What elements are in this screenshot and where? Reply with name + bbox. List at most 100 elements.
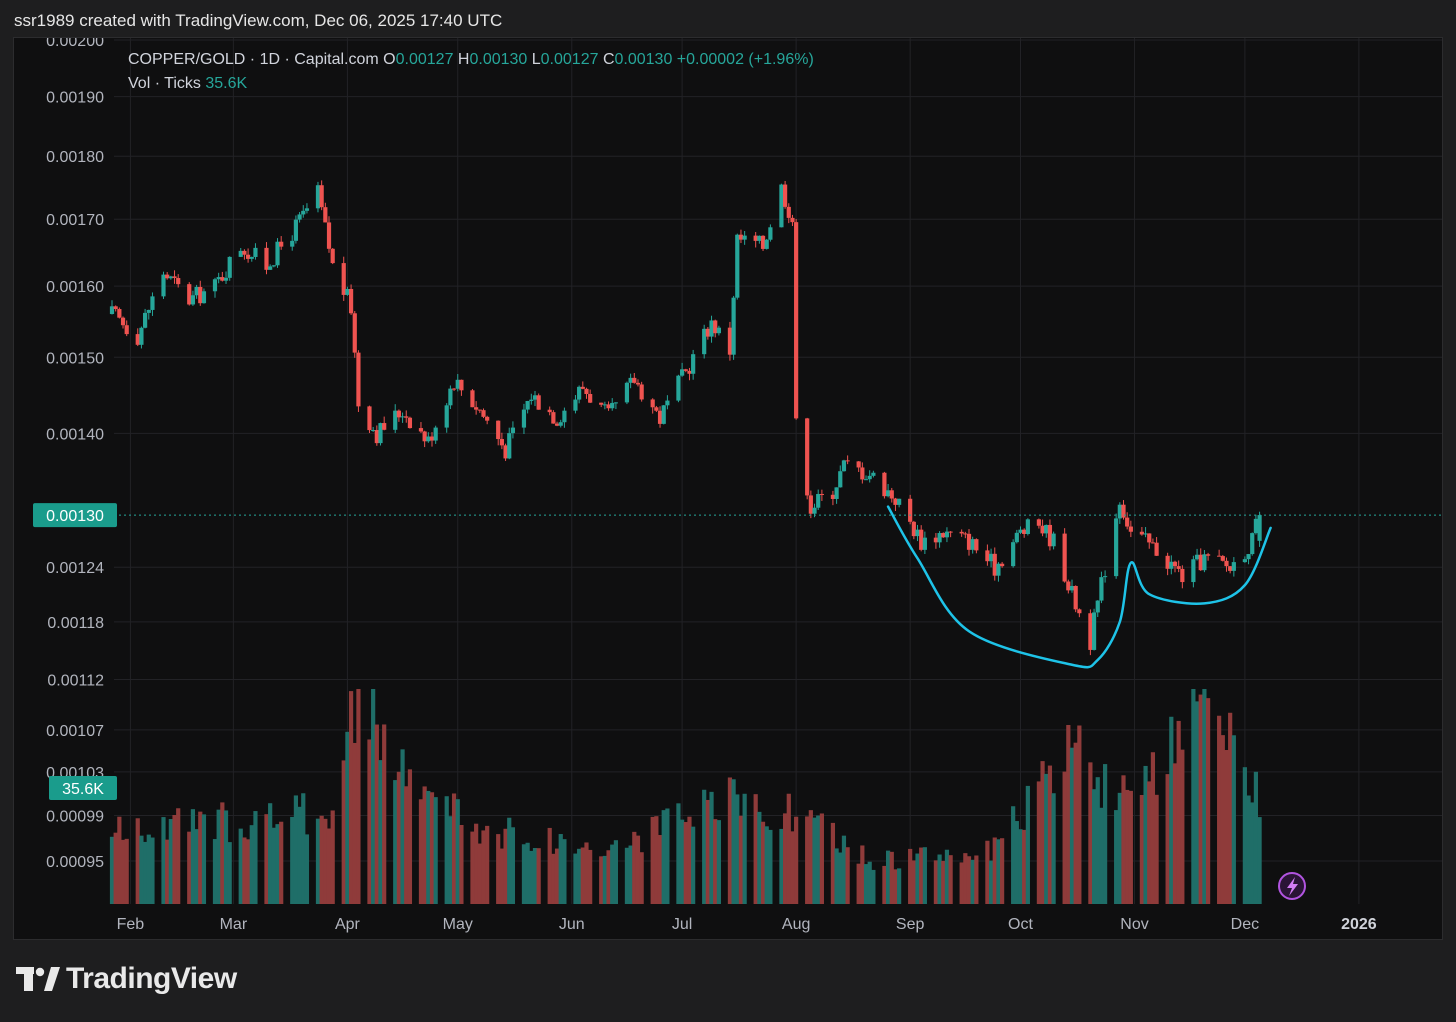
candle-body[interactable] bbox=[687, 370, 692, 374]
candle-body[interactable] bbox=[816, 493, 821, 508]
candle-body[interactable] bbox=[201, 291, 207, 304]
candle-body[interactable] bbox=[1095, 600, 1100, 613]
candle-body[interactable] bbox=[966, 533, 972, 550]
candle-body[interactable] bbox=[996, 563, 1001, 576]
candle-body[interactable] bbox=[584, 388, 589, 394]
candle-body[interactable] bbox=[959, 531, 964, 534]
candle-body[interactable] bbox=[143, 312, 148, 328]
candle-body[interactable] bbox=[1088, 613, 1093, 650]
candle-body[interactable] bbox=[897, 498, 902, 505]
candle-body[interactable] bbox=[168, 276, 173, 279]
candle-body[interactable] bbox=[499, 439, 504, 446]
candle-body[interactable] bbox=[532, 395, 538, 400]
candle-body[interactable] bbox=[1069, 585, 1075, 591]
candle-body[interactable] bbox=[1191, 559, 1196, 583]
candle-body[interactable] bbox=[187, 284, 192, 305]
candle-body[interactable] bbox=[562, 410, 567, 423]
candle-body[interactable] bbox=[477, 409, 482, 411]
candle-body[interactable] bbox=[378, 423, 383, 444]
candle-body[interactable] bbox=[713, 320, 718, 334]
candle-body[interactable] bbox=[422, 431, 427, 442]
candle-body[interactable] bbox=[323, 207, 328, 223]
candle-body[interactable] bbox=[371, 430, 376, 432]
candle-body[interactable] bbox=[1246, 554, 1251, 560]
candle-body[interactable] bbox=[1228, 566, 1233, 571]
candle-body[interactable] bbox=[657, 410, 663, 424]
candle-body[interactable] bbox=[1025, 519, 1030, 535]
candle-body[interactable] bbox=[330, 248, 335, 264]
candle-body[interactable] bbox=[1128, 526, 1133, 532]
candle-body[interactable] bbox=[985, 550, 990, 562]
candle-body[interactable] bbox=[253, 247, 258, 257]
candle-body[interactable] bbox=[448, 388, 453, 406]
candle-body[interactable] bbox=[661, 405, 666, 424]
candle-body[interactable] bbox=[124, 325, 129, 335]
candle-body[interactable] bbox=[753, 235, 758, 241]
candle-body[interactable] bbox=[223, 277, 229, 281]
candle-body[interactable] bbox=[639, 384, 644, 400]
candle-body[interactable] bbox=[742, 235, 747, 240]
candle-body[interactable] bbox=[768, 227, 773, 240]
candle-body[interactable] bbox=[915, 529, 920, 537]
candle-body[interactable] bbox=[808, 495, 813, 514]
candle-body[interactable] bbox=[805, 418, 810, 496]
candle-body[interactable] bbox=[297, 214, 302, 220]
candle-body[interactable] bbox=[838, 471, 843, 488]
candle-body[interactable] bbox=[341, 263, 346, 295]
candle-body[interactable] bbox=[315, 185, 321, 209]
candle-body[interactable] bbox=[396, 410, 401, 418]
candle-body[interactable] bbox=[271, 265, 276, 267]
candle-body[interactable] bbox=[1091, 612, 1097, 650]
candle-body[interactable] bbox=[635, 382, 641, 385]
candle-body[interactable] bbox=[404, 416, 409, 418]
candle-body[interactable] bbox=[602, 404, 607, 406]
candle-body[interactable] bbox=[194, 286, 199, 296]
candle-body[interactable] bbox=[1139, 531, 1144, 535]
candle-body[interactable] bbox=[117, 309, 122, 318]
candle-body[interactable] bbox=[165, 274, 170, 279]
candle-body[interactable] bbox=[860, 467, 865, 480]
candle-body[interactable] bbox=[834, 487, 839, 499]
candle-body[interactable] bbox=[1114, 518, 1119, 577]
candle-body[interactable] bbox=[374, 430, 379, 444]
candle-body[interactable] bbox=[150, 296, 155, 310]
candle-body[interactable] bbox=[1051, 533, 1056, 547]
candle-body[interactable] bbox=[507, 433, 512, 459]
candle-body[interactable] bbox=[889, 490, 894, 499]
candle-body[interactable] bbox=[941, 533, 946, 538]
candle-body[interactable] bbox=[650, 399, 655, 408]
candle-body[interactable] bbox=[705, 328, 710, 337]
candle-body[interactable] bbox=[1202, 554, 1207, 571]
candle-body[interactable] bbox=[536, 395, 541, 410]
candle-body[interactable] bbox=[1121, 504, 1126, 518]
candle-body[interactable] bbox=[345, 288, 350, 295]
candle-body[interactable] bbox=[588, 393, 593, 403]
candle-body[interactable] bbox=[1073, 585, 1078, 610]
candle-body[interactable] bbox=[459, 379, 464, 391]
candle-body[interactable] bbox=[529, 399, 534, 401]
candle-body[interactable] bbox=[974, 539, 979, 551]
candle-body[interactable] bbox=[1011, 542, 1016, 567]
candle-body[interactable] bbox=[242, 250, 247, 255]
candle-body[interactable] bbox=[510, 427, 516, 434]
candle-body[interactable] bbox=[212, 279, 218, 292]
candle-body[interactable] bbox=[301, 210, 306, 215]
candle-body[interactable] bbox=[356, 352, 361, 407]
candle-body[interactable] bbox=[944, 531, 950, 538]
candle-body[interactable] bbox=[352, 313, 357, 353]
candle-body[interactable] bbox=[1198, 554, 1203, 571]
candle-body[interactable] bbox=[948, 531, 953, 533]
candle-body[interactable] bbox=[198, 286, 203, 304]
candle-body[interactable] bbox=[624, 382, 630, 403]
candle-body[interactable] bbox=[326, 222, 332, 249]
candle-body[interactable] bbox=[819, 493, 824, 495]
candle-body[interactable] bbox=[481, 410, 486, 417]
candle-body[interactable] bbox=[1099, 577, 1104, 601]
candle-body[interactable] bbox=[304, 208, 310, 211]
candle-body[interactable] bbox=[863, 479, 869, 481]
candle-body[interactable] bbox=[937, 533, 942, 543]
candle-body[interactable] bbox=[433, 427, 438, 441]
candle-body[interactable] bbox=[444, 405, 449, 428]
candle-body[interactable] bbox=[176, 278, 181, 285]
candle-body[interactable] bbox=[632, 377, 637, 383]
